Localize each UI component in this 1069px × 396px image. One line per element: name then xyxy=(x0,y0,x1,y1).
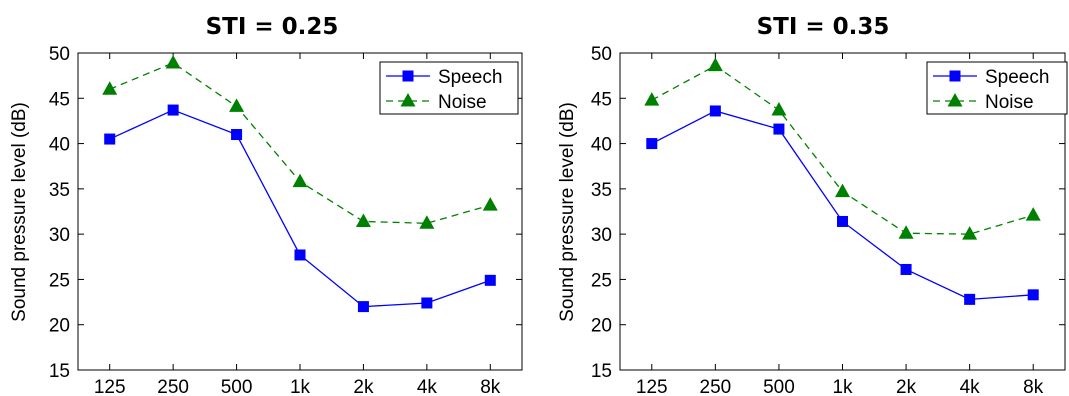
x-tick-label: 8k xyxy=(1023,377,1044,396)
legend-label-speech: Speech xyxy=(985,67,1049,88)
data-point-speech xyxy=(294,249,306,261)
data-point-speech xyxy=(773,123,785,135)
data-point-speech xyxy=(104,133,116,145)
x-tick-label: 125 xyxy=(636,377,668,396)
line-chart: 15 20 25 30 35 40 45 50 125 250 500 1k 2k 4k 8k Speech N… xyxy=(591,44,1068,396)
x-tick-label: 250 xyxy=(700,377,732,396)
data-point-noise xyxy=(355,213,371,227)
chart-panel-left: STI = 0.25 Sound pressure level (dB) 15 2… xyxy=(0,0,534,396)
y-tick-label: 25 xyxy=(591,270,612,291)
y-tick-label: 45 xyxy=(591,89,612,110)
series-line-speech xyxy=(651,110,1034,301)
data-point-noise xyxy=(482,197,498,211)
legend-marker-speech xyxy=(402,70,414,82)
data-point-speech xyxy=(709,105,721,117)
chart-panel-right: STI = 0.35 Sound pressure level (dB) 15 2… xyxy=(540,0,1069,396)
legend-label-speech: Speech xyxy=(438,67,502,88)
data-point-noise xyxy=(419,215,435,229)
x-tick-label: 8k xyxy=(480,377,501,396)
x-tick-label: 4k xyxy=(960,377,981,396)
chart-title: STI = 0.25 xyxy=(205,14,339,40)
legend-marker-speech xyxy=(949,70,961,82)
data-point-speech xyxy=(167,104,179,116)
data-point-noise xyxy=(835,183,850,198)
y-tick-label: 30 xyxy=(49,225,70,246)
data-point-speech xyxy=(1027,289,1039,301)
y-tick-label: 35 xyxy=(591,180,612,201)
data-point-noise xyxy=(898,225,914,239)
y-tick-label: 40 xyxy=(591,135,612,156)
x-tick-label: 500 xyxy=(763,377,795,396)
line-chart: 15 20 25 30 35 40 45 50 125 250 500 1k 2k 4k 8k Speech N… xyxy=(49,44,523,396)
x-tick-label: 4k xyxy=(417,377,438,396)
y-tick-label: 15 xyxy=(591,361,612,382)
data-point-noise xyxy=(771,102,787,116)
data-point-noise xyxy=(229,98,245,112)
legend-marker-noise xyxy=(400,93,416,107)
data-point-speech xyxy=(421,297,433,309)
data-point-speech xyxy=(964,293,976,305)
data-point-noise xyxy=(962,226,978,240)
x-tick-label: 500 xyxy=(221,377,253,396)
x-tick-label: 250 xyxy=(157,377,189,396)
x-tick-label: 1k xyxy=(832,377,853,396)
data-point-noise xyxy=(102,81,118,95)
y-tick-label: 40 xyxy=(49,135,70,156)
data-point-speech xyxy=(484,274,496,286)
data-point-noise xyxy=(644,92,660,106)
data-point-speech xyxy=(837,215,848,227)
data-point-speech xyxy=(900,263,912,275)
x-tick-label: 1k xyxy=(290,377,311,396)
y-tick-label: 50 xyxy=(49,44,70,65)
data-point-speech xyxy=(357,301,369,313)
legend-label-noise: Noise xyxy=(985,92,1034,113)
data-point-noise xyxy=(165,54,181,69)
y-tick-label: 20 xyxy=(49,316,70,337)
x-tick-label: 125 xyxy=(94,377,126,396)
x-tick-label: 2k xyxy=(353,377,374,396)
x-tick-label: 2k xyxy=(896,377,917,396)
legend-marker-noise xyxy=(947,93,963,107)
y-tick-label: 50 xyxy=(591,44,612,65)
data-point-noise xyxy=(292,173,308,188)
series-line-speech xyxy=(109,109,491,308)
data-point-noise xyxy=(707,57,723,72)
y-tick-label: 35 xyxy=(49,180,70,201)
chart-title: STI = 0.35 xyxy=(756,14,890,40)
data-point-speech xyxy=(646,138,658,150)
data-point-speech xyxy=(231,129,243,141)
y-tick-label: 25 xyxy=(49,270,70,291)
y-tick-label: 30 xyxy=(591,225,612,246)
y-tick-label: 15 xyxy=(49,361,70,382)
legend-label-noise: Noise xyxy=(438,92,487,113)
data-point-noise xyxy=(1025,207,1041,221)
y-tick-label: 20 xyxy=(591,316,612,337)
y-tick-label: 45 xyxy=(49,89,70,110)
